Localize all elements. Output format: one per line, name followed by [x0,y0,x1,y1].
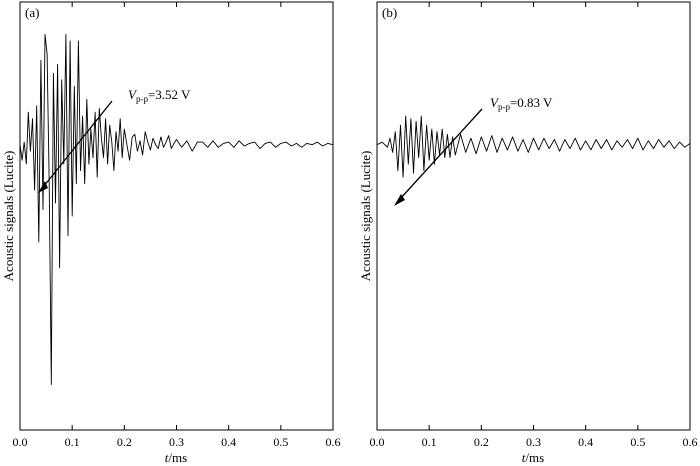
panel-b-xticks: 0.0 0.1 0.2 0.3 0.4 0.5 0.6 [370,2,698,449]
panel-a-signal-line [19,33,334,386]
panel-a-letter: (a) [25,5,39,20]
panel-b-xtick-label: 0.6 [683,435,698,449]
panel-b-xtick-label: 0.0 [370,435,385,449]
panel-a-xticks: 0.0 0.1 0.2 0.3 0.4 0.5 0.6 [13,2,341,449]
panel-b-frame [376,1,691,431]
panel-a-xtick-label: 0.6 [326,435,341,449]
panel-a-annotation-arrow [43,100,113,187]
panel-a-xtick-label: 0.2 [117,435,132,449]
panel-b-annotation-label: Vp-p=0.83 V [490,95,553,112]
panel-b-xlabel-var: t [522,450,526,465]
panel-b-xlabel-unit: /ms [525,450,544,465]
panel-b-annotation-arrowhead [394,194,405,206]
panel-b: (b) Acoustic signals (Lucite) t/ms 0.0 0.… [358,1,698,465]
panel-b-xtick-label: 0.1 [422,435,437,449]
panel-b-xtick-label: 0.3 [526,435,541,449]
panel-a-xlabel-var: t [165,450,169,465]
panel-a-annotation: Vp-p=3.52 V [38,87,191,193]
panel-a: (a) Acoustic signals (Lucite) t/ms 0.0 0.… [1,1,341,465]
panel-a-frame [19,1,334,431]
panel-a-xtick-label: 0.4 [221,435,236,449]
panel-b-xlabel: t/ms [522,450,544,465]
panel-a-xlabel-unit: /ms [168,450,187,465]
panel-b-xtick-label: 0.2 [474,435,489,449]
panel-b-xtick-label: 0.5 [630,435,645,449]
panel-b-annotation-arrow [399,108,483,200]
panel-a-xtick-label: 0.5 [273,435,288,449]
panel-a-ylabel: Acoustic signals (Lucite) [1,151,16,282]
panel-a-xtick-label: 0.3 [169,435,184,449]
panel-b-letter: (b) [382,5,397,20]
panel-b-ylabel: Acoustic signals (Lucite) [358,151,373,282]
panel-a-xtick-label: 0.0 [13,435,28,449]
panel-a-annotation-arrowhead [38,181,48,193]
panel-a-xtick-label: 0.1 [65,435,80,449]
panel-b-annotation: Vp-p=0.83 V [394,95,553,206]
panel-a-xlabel: t/ms [165,450,187,465]
panel-b-signal-line [376,115,691,178]
panel-b-xtick-label: 0.4 [578,435,593,449]
panel-a-annotation-label: Vp-p=3.52 V [128,87,191,104]
